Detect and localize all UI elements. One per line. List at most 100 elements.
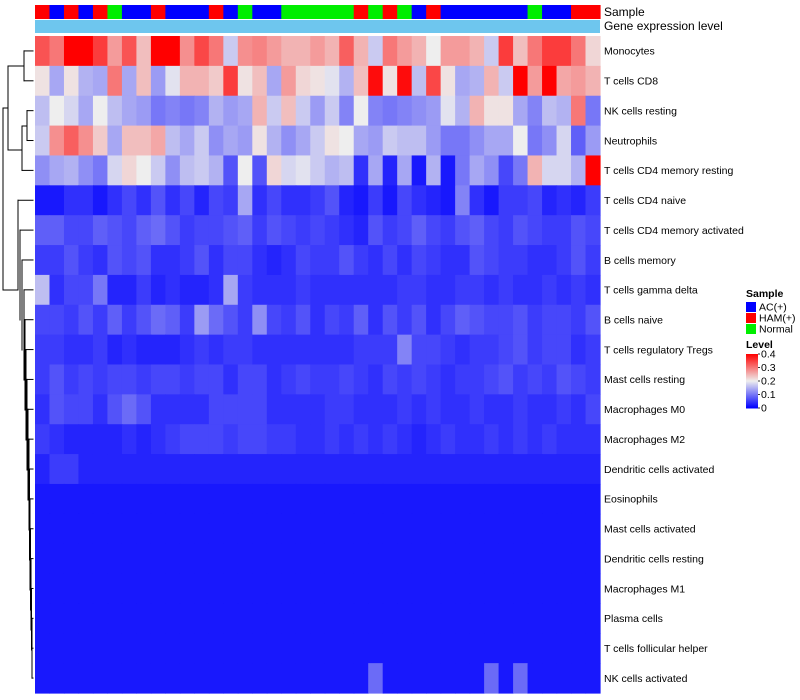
heatmap-cell [252, 185, 268, 216]
heatmap-cell [223, 215, 239, 246]
heatmap-cell [498, 454, 514, 485]
heatmap-cell [208, 543, 224, 575]
heatmap-cell [498, 633, 514, 664]
heatmap-cell [426, 125, 442, 157]
heatmap-cell [136, 513, 152, 545]
heatmap-cell [542, 65, 558, 97]
heatmap-cell [440, 573, 456, 605]
heatmap-cell [237, 95, 253, 127]
heatmap-cell [368, 483, 384, 515]
heatmap-cell [179, 633, 195, 664]
heatmap-cell [49, 334, 65, 366]
heatmap-cell [513, 633, 529, 664]
sample-track-cell [266, 5, 282, 19]
heatmap-cell [484, 185, 500, 216]
heatmap-cell [368, 573, 384, 605]
heatmap-cell [165, 513, 181, 545]
heatmap-cell [542, 334, 558, 366]
heatmap-cell [295, 394, 311, 425]
sample-track-cell [223, 5, 239, 19]
level-legend-gradient-step [746, 361, 758, 363]
heatmap-cell [150, 215, 166, 246]
heatmap-cell [63, 483, 80, 515]
heatmap-cell [411, 454, 427, 485]
heatmap-cell [324, 215, 340, 246]
heatmap-cell [397, 513, 413, 545]
sample-track-cell [368, 5, 384, 19]
heatmap-cell [223, 304, 239, 336]
heatmap-cell [556, 334, 572, 366]
heatmap-cell [469, 215, 485, 246]
heatmap-cell [382, 304, 398, 336]
heatmap-cell [252, 95, 268, 127]
heatmap-cell [382, 663, 398, 694]
heatmap-cell [455, 364, 471, 395]
heatmap-cell [208, 245, 224, 276]
heatmap-cell [353, 364, 369, 395]
sample-track-cell [121, 5, 138, 19]
heatmap-cell [136, 215, 152, 246]
level-legend-gradient-step [746, 400, 758, 402]
heatmap-cell [92, 65, 109, 97]
heatmap-cell [92, 364, 109, 395]
heatmap-cell [295, 573, 311, 605]
heatmap-cell [498, 95, 514, 127]
heatmap-cell [324, 364, 340, 395]
row-label: T cells CD4 memory resting [604, 165, 733, 177]
sample-track-cell [63, 5, 80, 19]
level-legend-gradient-step [746, 396, 758, 398]
heatmap-cell [165, 543, 181, 575]
heatmap-cell [281, 483, 297, 515]
heatmap-cell [107, 603, 123, 634]
heatmap-cell [223, 364, 239, 395]
heatmap-cell [571, 364, 587, 395]
annotation-tracks [35, 5, 601, 33]
level-legend-gradient-step [746, 405, 758, 407]
heatmap-cell [281, 125, 297, 157]
heatmap-cell [310, 663, 326, 694]
heatmap-cell [281, 36, 297, 67]
heatmap-cell [310, 245, 326, 276]
gene-expression-track [35, 20, 600, 33]
level-legend-gradient-step [746, 377, 758, 379]
heatmap-cell [136, 95, 152, 127]
heatmap-cell [266, 364, 282, 395]
heatmap-cell [49, 95, 65, 127]
row-label: T cells follicular helper [604, 643, 708, 655]
heatmap-cell [194, 125, 210, 157]
heatmap-cell [585, 483, 601, 515]
heatmap-cell [107, 95, 123, 127]
heatmap-cell [513, 663, 529, 694]
row-label: T cells CD4 naive [604, 195, 686, 207]
heatmap-cell [223, 334, 239, 366]
heatmap-cell [295, 454, 311, 485]
heatmap-cell [92, 513, 109, 545]
heatmap-cell [310, 215, 326, 246]
heatmap-cell [63, 155, 80, 186]
heatmap-cell [368, 633, 384, 664]
heatmap-cell [382, 245, 398, 276]
heatmap-cell [165, 424, 181, 455]
heatmap-cell [353, 424, 369, 455]
heatmap-cell [397, 274, 413, 306]
heatmap-cell [266, 663, 282, 694]
heatmap-cell [382, 155, 398, 186]
heatmap-cell [208, 125, 224, 157]
heatmap-cell [266, 185, 282, 216]
heatmap-cell [208, 155, 224, 186]
heatmap-cell [498, 573, 514, 605]
heatmap-cell [513, 185, 529, 216]
heatmap-cell [223, 245, 239, 276]
level-legend-gradient-step [746, 376, 758, 378]
heatmap-cell [78, 633, 94, 664]
heatmap-cell [35, 454, 51, 485]
heatmap-cell [513, 483, 529, 515]
heatmap-cell [78, 95, 94, 127]
heatmap-cell [411, 36, 427, 67]
heatmap-cell [179, 36, 195, 67]
heatmap-cell [179, 663, 195, 694]
sample-track-cell [527, 5, 543, 19]
level-legend-gradient-step [746, 383, 758, 385]
heatmap-cell [542, 454, 558, 485]
